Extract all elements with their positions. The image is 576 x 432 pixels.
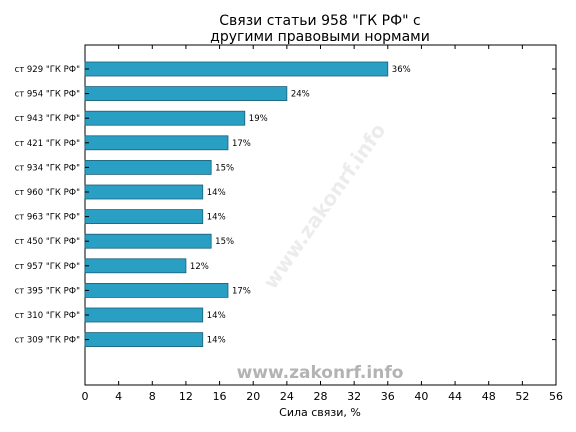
watermark-main: www.zakonrf.info — [237, 363, 404, 383]
x-tick-label: 16 — [213, 390, 227, 403]
x-tick-label: 48 — [482, 390, 496, 403]
data-label: 15% — [215, 163, 234, 173]
data-label: 24% — [291, 90, 310, 100]
bar — [84, 184, 204, 200]
y-tick-label: ст 309 "ГК РФ" — [15, 336, 81, 346]
x-tick-label: 36 — [381, 390, 395, 403]
bar — [84, 61, 389, 77]
chart-title-line-1: Связи статьи 958 "ГК РФ" с — [219, 13, 420, 29]
data-label: 17% — [232, 139, 251, 149]
x-tick-label: 0 — [82, 390, 89, 403]
watermark-diagonal: www.zakonrf.info — [258, 119, 390, 294]
bar — [84, 135, 229, 151]
data-label: 17% — [232, 286, 251, 296]
y-tick-label: ст 963 "ГК РФ" — [15, 213, 81, 223]
x-tick-label: 40 — [414, 390, 428, 403]
bar — [84, 258, 187, 274]
y-tick-label: ст 310 "ГК РФ" — [15, 311, 81, 321]
y-tick-label: ст 395 "ГК РФ" — [15, 286, 81, 296]
x-tick-label: 20 — [246, 390, 260, 403]
x-tick-label: 8 — [149, 390, 156, 403]
bar — [84, 159, 212, 175]
y-tick-label: ст 954 "ГК РФ" — [15, 90, 81, 100]
data-label: 36% — [392, 65, 411, 75]
watermark-group: www.zakonrf.info www.zakonrf.info — [237, 119, 404, 383]
data-label: 15% — [215, 237, 234, 247]
x-tick-label: 12 — [179, 390, 193, 403]
y-tick-label: ст 943 "ГК РФ" — [15, 114, 81, 124]
bar — [84, 86, 288, 101]
x-tick-label: 28 — [314, 390, 328, 403]
bar — [84, 307, 204, 323]
y-tick-label: ст 450 "ГК РФ" — [15, 237, 81, 247]
bar — [84, 233, 212, 249]
bar — [84, 282, 229, 298]
bar — [84, 332, 204, 348]
data-label: 14% — [207, 336, 226, 346]
data-label: 19% — [249, 114, 268, 124]
x-tick-label: 32 — [347, 390, 361, 403]
x-tick-label: 52 — [515, 390, 529, 403]
data-label: 12% — [190, 262, 209, 272]
data-label: 14% — [207, 213, 226, 223]
y-tick-label: ст 960 "ГК РФ" — [15, 188, 81, 198]
x-axis-label: Сила связи, % — [279, 406, 361, 419]
chart-title-line-2: другими правовыми нормами — [210, 29, 430, 45]
data-label: 14% — [207, 311, 226, 321]
x-tick-label: 4 — [115, 390, 122, 403]
x-tick-label: 44 — [448, 390, 462, 403]
y-tick-label: ст 934 "ГК РФ" — [15, 163, 81, 173]
bar — [84, 110, 246, 126]
y-tick-label: ст 957 "ГК РФ" — [15, 262, 81, 272]
data-label: 14% — [207, 188, 226, 198]
y-tick-label: ст 929 "ГК РФ" — [15, 65, 81, 75]
bar — [84, 209, 204, 225]
x-tick-label: 56 — [549, 390, 563, 403]
y-tick-label: ст 421 "ГК РФ" — [15, 139, 81, 149]
x-tick-label: 24 — [280, 390, 294, 403]
